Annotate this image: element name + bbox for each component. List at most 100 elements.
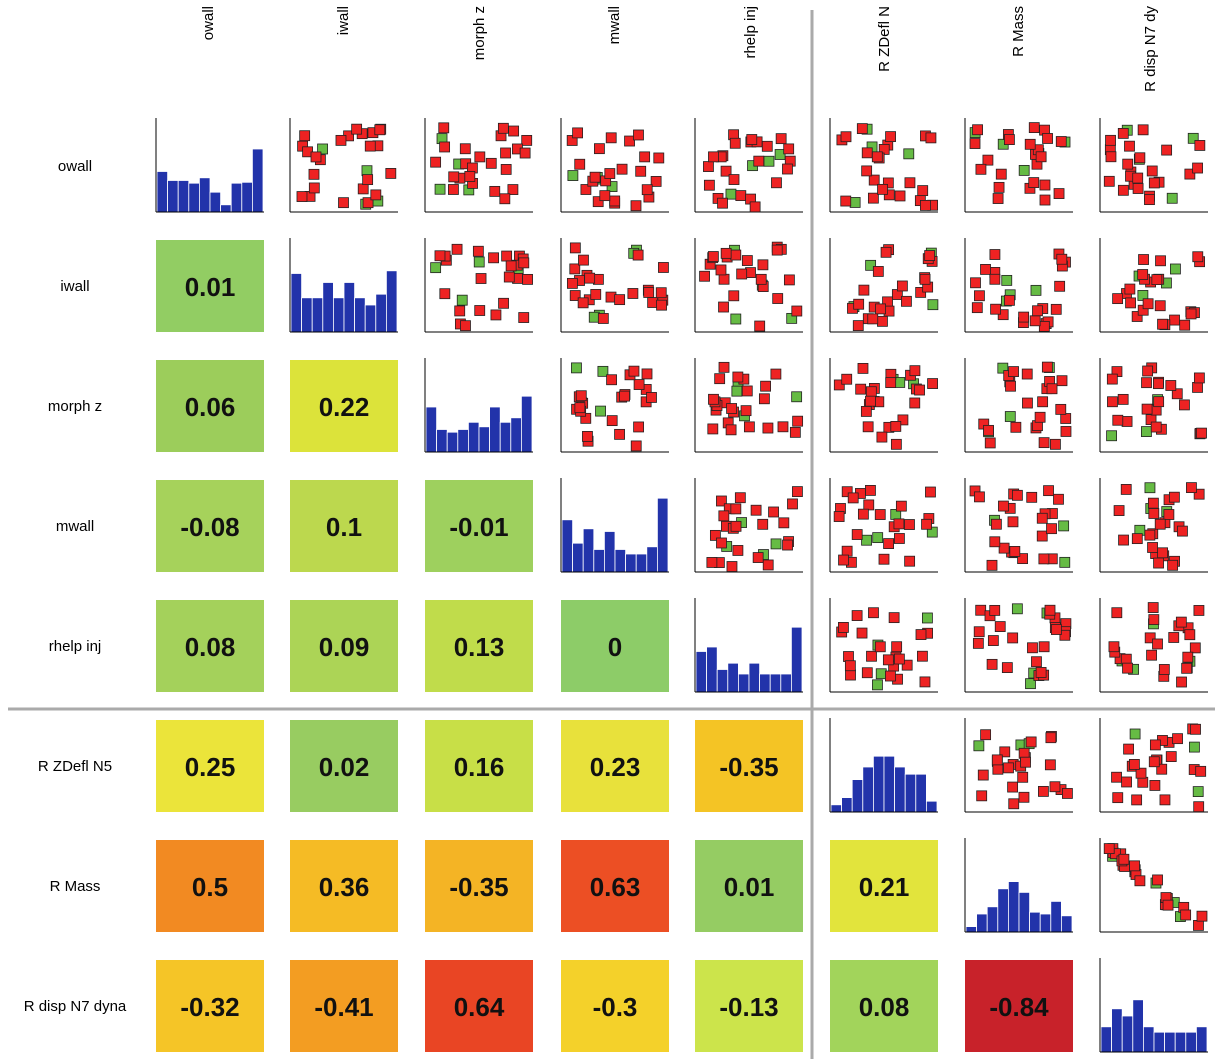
scatter-point bbox=[730, 503, 742, 515]
scatter-point bbox=[1137, 124, 1149, 136]
scatter-point bbox=[577, 297, 589, 309]
correlation-value: 0.1 bbox=[326, 512, 362, 542]
scatter-point bbox=[921, 518, 932, 530]
histogram-bar bbox=[738, 673, 750, 693]
scatter-point bbox=[708, 393, 719, 405]
scatter-point bbox=[1153, 378, 1164, 390]
scatter-point bbox=[1060, 413, 1072, 424]
scatter-panel bbox=[1099, 118, 1208, 213]
histogram-bar bbox=[1061, 915, 1073, 933]
scatter-panel bbox=[1099, 718, 1208, 813]
scatter-point bbox=[735, 190, 747, 201]
scatter-point bbox=[1032, 305, 1043, 317]
scatter-panel bbox=[1099, 598, 1208, 693]
scatter-point bbox=[992, 193, 1004, 204]
correlation-value: -0.32 bbox=[180, 992, 239, 1022]
scatter-point bbox=[1146, 649, 1157, 661]
histogram bbox=[424, 358, 533, 453]
scatter-point bbox=[1165, 380, 1177, 391]
scatter-point bbox=[1034, 411, 1046, 423]
scatter-point bbox=[1190, 723, 1201, 735]
correlation-value: 0.5 bbox=[192, 872, 228, 902]
scatter-point bbox=[1021, 368, 1033, 380]
scatter-point bbox=[1149, 739, 1161, 751]
scatter-point bbox=[740, 405, 752, 417]
scatter-point bbox=[616, 163, 628, 175]
scatter-point bbox=[1025, 736, 1037, 748]
scatter-point bbox=[989, 536, 1001, 548]
scatter-panel bbox=[694, 358, 804, 453]
histogram-bar bbox=[1039, 913, 1052, 933]
scatter-point bbox=[475, 273, 487, 284]
correlation-tile bbox=[425, 480, 533, 572]
scatter-point bbox=[1035, 151, 1047, 163]
scatter-point-highlight bbox=[1059, 556, 1071, 568]
histogram-bar bbox=[604, 531, 616, 573]
scatter-point bbox=[299, 130, 311, 142]
scatter-point bbox=[716, 495, 727, 507]
scatter-point bbox=[743, 421, 755, 433]
scatter-point bbox=[844, 660, 856, 672]
scatter-point bbox=[757, 259, 769, 271]
scatter-point bbox=[578, 254, 589, 266]
scatter-point bbox=[472, 245, 484, 257]
scatter-panel bbox=[964, 598, 1073, 693]
scatter-point bbox=[914, 384, 925, 396]
scatter-point bbox=[726, 403, 737, 414]
scatter-point bbox=[1179, 399, 1190, 411]
column-label: R ZDefl N bbox=[876, 6, 893, 72]
scatter-point bbox=[858, 284, 870, 296]
scatter-point bbox=[1184, 629, 1196, 641]
scatter-point bbox=[975, 604, 987, 616]
scatter-point bbox=[991, 754, 1003, 766]
scatter-point-highlight bbox=[317, 143, 328, 155]
scatter-point bbox=[838, 622, 849, 633]
scatter-point bbox=[1185, 308, 1197, 320]
scatter-panel bbox=[560, 118, 669, 213]
scatter-point bbox=[374, 124, 386, 136]
scatter-point bbox=[841, 373, 853, 385]
scatter-point bbox=[646, 392, 657, 403]
scatter-point bbox=[863, 499, 875, 511]
histogram-bar bbox=[769, 673, 782, 693]
scatter-point bbox=[451, 243, 463, 255]
scatter-point bbox=[709, 529, 721, 541]
scatter-point bbox=[787, 498, 798, 510]
scatter-point bbox=[778, 517, 790, 529]
scatter-point bbox=[707, 251, 719, 262]
scatter-point bbox=[1027, 642, 1038, 654]
scatter-point bbox=[983, 424, 994, 436]
scatter-panel bbox=[560, 358, 669, 453]
scatter-point bbox=[1125, 297, 1136, 309]
scatter-point bbox=[975, 163, 987, 175]
correlation-tile bbox=[695, 840, 803, 932]
histogram-bar bbox=[1196, 1026, 1208, 1053]
scatter-point bbox=[994, 621, 1006, 632]
scatter-point bbox=[998, 542, 1010, 554]
scatter-point bbox=[1128, 759, 1140, 770]
scatter-point bbox=[566, 277, 578, 289]
scatter-point-highlight bbox=[1141, 426, 1152, 437]
scatter-point bbox=[1038, 437, 1050, 449]
scatter-point bbox=[505, 260, 517, 272]
histogram-bar bbox=[635, 553, 648, 573]
scatter-point bbox=[1151, 274, 1163, 286]
scatter-point-highlight bbox=[861, 534, 872, 546]
scatter-point bbox=[893, 653, 905, 665]
histogram-bar bbox=[188, 182, 200, 213]
scatter-point bbox=[860, 406, 872, 417]
histogram-bar bbox=[1100, 1026, 1113, 1053]
scatter-point-highlight bbox=[725, 188, 737, 200]
scatter-point bbox=[1182, 651, 1194, 663]
scatter-point-highlight bbox=[1018, 164, 1030, 176]
scatter-point bbox=[749, 201, 761, 213]
correlation-value: -0.01 bbox=[449, 512, 508, 542]
correlation-value: 0.21 bbox=[859, 872, 910, 902]
correlation-tile bbox=[290, 600, 398, 692]
histogram bbox=[1099, 958, 1208, 1053]
scatter-point-highlight bbox=[1170, 263, 1181, 275]
histogram-bar bbox=[830, 804, 843, 813]
histogram-bar bbox=[290, 273, 303, 333]
scatter-panel bbox=[1099, 358, 1208, 453]
scatter-point bbox=[771, 244, 783, 256]
